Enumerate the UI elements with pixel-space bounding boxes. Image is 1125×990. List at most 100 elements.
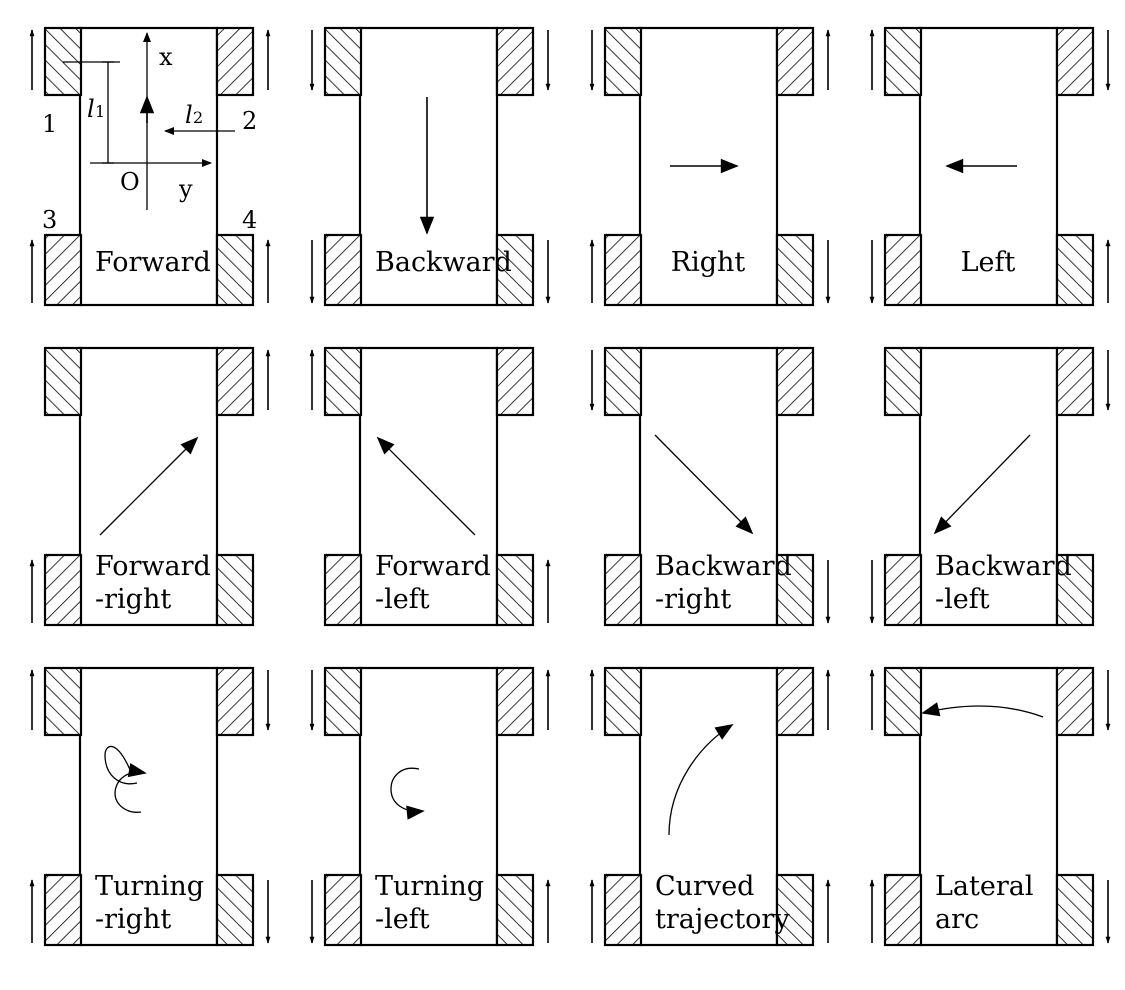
wheel-4	[495, 233, 535, 307]
l1-label: l	[87, 95, 95, 123]
panel-label-line: Curved	[655, 871, 754, 902]
wheel-3	[603, 873, 643, 947]
wheel-2	[775, 346, 815, 417]
panel-label-line: -right	[95, 904, 171, 935]
wheel-2	[215, 26, 255, 97]
panel-label-line: Forward	[95, 247, 211, 278]
wheel-3-label: 3	[42, 206, 57, 234]
wheel-2	[215, 346, 255, 417]
origin-label: O	[120, 168, 140, 196]
x-axis-label: x	[159, 43, 173, 71]
panel-label-line: arc	[935, 904, 979, 935]
robot-body	[78, 26, 219, 307]
panel-backward: Backward	[309, 26, 551, 307]
wheel-1	[883, 346, 923, 417]
wheel-3	[43, 873, 83, 947]
rotation-arrow	[104, 745, 138, 785]
panel-label-line: Turning	[375, 871, 484, 902]
panel-forward-left: Forward-left	[309, 346, 551, 627]
wheel-4	[1055, 873, 1095, 947]
wheel-2	[1055, 666, 1095, 737]
wheel-4	[495, 873, 535, 947]
rotation-arc	[390, 767, 425, 820]
panel-left: Left	[869, 26, 1111, 307]
wheel-1	[43, 346, 83, 417]
panel-label-line: Lateral	[935, 871, 1034, 902]
wheel-1	[883, 26, 923, 97]
panel-backward-left: Backward-left	[869, 346, 1111, 627]
wheel-4	[775, 553, 815, 627]
wheel-4	[215, 553, 255, 627]
wheel-1	[603, 346, 643, 417]
wheel-2	[775, 666, 815, 737]
panel-label-line: -left	[375, 904, 430, 935]
robot-body	[358, 666, 499, 947]
panel-label-line: Right	[671, 247, 746, 278]
panel-label-line: Backward	[375, 247, 512, 278]
wheel-4-label: 4	[242, 206, 257, 234]
wheel-3	[43, 553, 83, 627]
curved-arrow	[668, 724, 734, 836]
wheel-3	[323, 553, 363, 627]
rotation-arc	[114, 763, 147, 813]
wheel-2	[495, 346, 535, 417]
wheel-2	[775, 26, 815, 97]
wheel-3	[603, 553, 643, 627]
wheel-4	[215, 233, 255, 307]
wheel-2	[495, 666, 535, 737]
motion-arrow	[99, 436, 199, 536]
robot-body	[358, 346, 499, 627]
wheel-1	[883, 666, 923, 737]
panel-backward-right: Backward-right	[589, 346, 831, 627]
wheel-2	[1055, 26, 1095, 97]
wheel-4	[775, 873, 815, 947]
wheel-2	[1055, 346, 1095, 417]
wheel-4	[495, 553, 535, 627]
l2-label: l	[185, 101, 193, 129]
motion-arrow	[376, 436, 476, 536]
wheel-3	[323, 233, 363, 307]
panel-label-line: Turning	[95, 871, 204, 902]
wheel-1	[603, 26, 643, 97]
robot-body	[638, 666, 779, 947]
panel-label-line: Backward	[935, 551, 1072, 582]
y-axis-label: y	[178, 175, 193, 203]
wheel-1	[43, 666, 83, 737]
wheel-4	[1055, 553, 1095, 627]
wheel-3	[883, 553, 923, 627]
robot-body	[638, 346, 779, 627]
motion-arrow	[933, 434, 1031, 535]
robot-body	[918, 346, 1059, 627]
lateral-arc-arrow	[921, 702, 1044, 718]
wheel-4	[775, 233, 815, 307]
wheel-2	[495, 26, 535, 97]
panel-forward-right: Forward-right	[29, 346, 271, 627]
panel-label-line: Forward	[95, 551, 211, 582]
wheel-3	[603, 233, 643, 307]
panel-label-line: Backward	[655, 551, 792, 582]
panel-label-line: Left	[961, 247, 1016, 278]
wheel-4	[1055, 233, 1095, 307]
l2-subscript: 2	[193, 108, 203, 127]
wheel-4	[215, 873, 255, 947]
panel-label-line: -left	[935, 584, 990, 615]
wheel-2-label: 2	[242, 107, 257, 135]
robot-body	[358, 26, 499, 307]
panel-right: Right	[589, 26, 831, 307]
panel-label-line: Forward	[375, 551, 491, 582]
panel-label-line: -left	[375, 584, 430, 615]
wheel-3	[883, 873, 923, 947]
panel-turning-left: Turning-left	[309, 666, 551, 947]
panel-turning-right: Turning-right	[29, 666, 271, 947]
motion-arrow	[654, 434, 754, 535]
wheel-1	[323, 666, 363, 737]
wheel-3	[883, 233, 923, 307]
wheel-3	[323, 873, 363, 947]
wheel-1	[603, 666, 643, 737]
l1-subscript: 1	[95, 102, 105, 121]
wheel-1	[323, 346, 363, 417]
